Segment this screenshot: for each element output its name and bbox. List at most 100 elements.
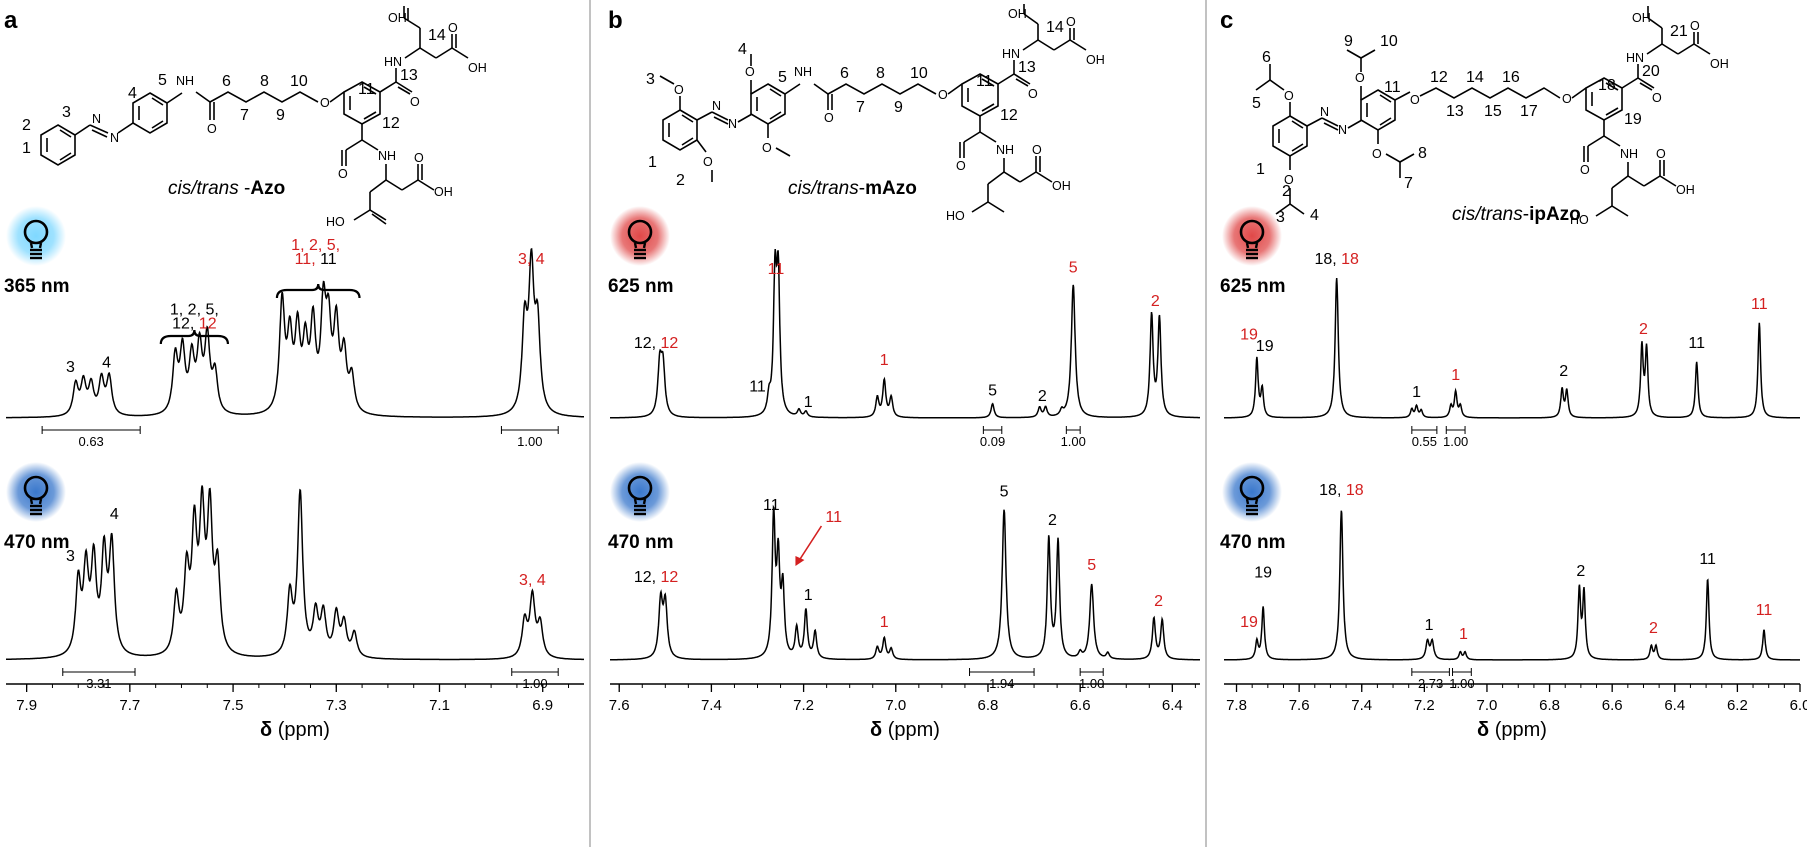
peak-label: 11 [1699,551,1716,568]
wavelength-label: 625 nm [1220,276,1285,297]
svg-text:OH: OH [388,11,407,25]
svg-text:8: 8 [260,73,269,90]
peak-label: 1 [880,352,889,369]
compound-name: cis/trans -Azo [168,178,285,199]
panel-c: c O O N N O O O O [1220,6,1729,227]
svg-text:O: O [1562,92,1572,106]
peak-label: 3 [66,359,75,376]
svg-text:OH: OH [1086,53,1105,67]
peak-label: 1, 2, 5, [170,301,219,318]
svg-text:O: O [1580,163,1590,177]
svg-text:16: 16 [1502,69,1520,86]
peak-label: 5 [1087,557,1096,574]
svg-text:1: 1 [648,154,657,171]
svg-text:OH: OH [1052,179,1071,193]
svg-text:N: N [1338,123,1347,137]
peak-label: 11 [1751,296,1768,313]
svg-text:NH: NH [996,143,1014,157]
svg-text:O: O [824,111,834,125]
alkyl-chain [827,83,937,95]
svg-text:O: O [414,151,424,165]
peak-label: 1, 2, 5, [291,237,340,254]
svg-text:HN: HN [384,55,402,69]
peak-label: 19 [1254,565,1272,582]
svg-text:6: 6 [1262,49,1271,66]
svg-text:NH: NH [176,74,194,88]
tick-label: 6.4 [1162,697,1183,714]
svg-text:10: 10 [910,65,928,82]
tick-label: 6.8 [978,697,999,714]
panel-a-plots: 365 nm3 41, 2, 5,12, 121, 2, 5,11, 11 3, 4… [4,206,584,741]
group-brace [275,283,361,299]
wavelength-label: 470 nm [608,532,673,553]
peak-label: 1 [1451,367,1460,384]
benzene-ring [132,92,168,134]
svg-text:3: 3 [1276,209,1285,226]
tick-label: 6.4 [1664,697,1685,714]
integral-value: 0.63 [78,434,103,449]
svg-text:2: 2 [22,117,31,134]
peak-label: 2 [1639,321,1648,338]
peak-label: 11 [1688,335,1705,352]
svg-text:O: O [207,122,217,136]
peak-label: 2 [1048,512,1057,529]
svg-text:9: 9 [894,99,903,116]
lightbulb-icon [23,219,49,245]
peak-label: 1 [1425,617,1434,634]
tick-label: 7.1 [429,697,450,714]
svg-text:HO: HO [326,215,345,229]
peak-label: 5 [988,383,997,400]
peak-label: 2 [1038,388,1047,405]
peak-label: 1 [804,394,813,411]
peak-label: 5 [1000,484,1009,501]
integral-bracket: 1.00 [511,668,559,691]
nmr-trace [1224,277,1800,419]
peak-label: 11 [1756,602,1773,619]
svg-text:HO: HO [1570,213,1589,227]
svg-text:O: O [674,83,684,97]
benzene-ring [40,124,76,166]
svg-text:13: 13 [400,67,418,84]
svg-text:O: O [762,141,772,155]
light-glow [1222,462,1282,522]
spectrum-365-nm: 365 nm3 41, 2, 5,12, 121, 2, 5,11, 11 3, 4… [4,206,584,449]
peak-label: 19 [1240,614,1258,631]
svg-text:O: O [1355,71,1365,85]
peak-label: 12, 12 [172,315,217,332]
svg-text:NH: NH [378,149,396,163]
lightbulb-icon [627,219,653,245]
svg-text:O: O [745,65,755,79]
chemical-structure: O O N N O O O O O [1252,6,1729,227]
integral-bracket: 1.00 [1061,426,1086,449]
benzene-ring [662,109,698,151]
integral-bracket: 3.31 [62,668,136,691]
svg-text:2: 2 [676,172,685,189]
panel-a: a N N NH O O O HN [4,6,487,229]
svg-text:O: O [1410,93,1420,107]
svg-text:14: 14 [1046,19,1064,36]
alkyl-chain [1419,87,1561,99]
svg-text:4: 4 [128,85,137,102]
svg-text:N: N [728,117,737,131]
tick-label: 7.2 [1414,697,1435,714]
svg-text:OH: OH [1710,57,1729,71]
svg-text:19: 19 [1624,111,1642,128]
peak-label: 12, 12 [634,569,679,586]
nmr-trace [6,485,584,661]
tick-label: 7.9 [16,697,37,714]
light-glow [6,462,66,522]
tick-label: 6.8 [1539,697,1560,714]
peak-label: 1 [1412,384,1421,401]
svg-text:HN: HN [1626,51,1644,65]
peak-label: 12, 12 [634,335,679,352]
svg-text:O: O [1028,87,1038,101]
x-axis: 7.8 7.6 7.4 7.2 7.0 6.8 6.6 6.4 6.2 6.0 δ (ppm) [1224,683,1807,741]
svg-text:O: O [1372,147,1382,161]
peak-label: 1 [880,614,889,631]
svg-text:21: 21 [1670,23,1688,40]
svg-text:O: O [448,21,458,35]
svg-text:OH: OH [1632,11,1651,25]
alkyl-chain [209,91,319,103]
svg-text:7: 7 [240,107,249,124]
